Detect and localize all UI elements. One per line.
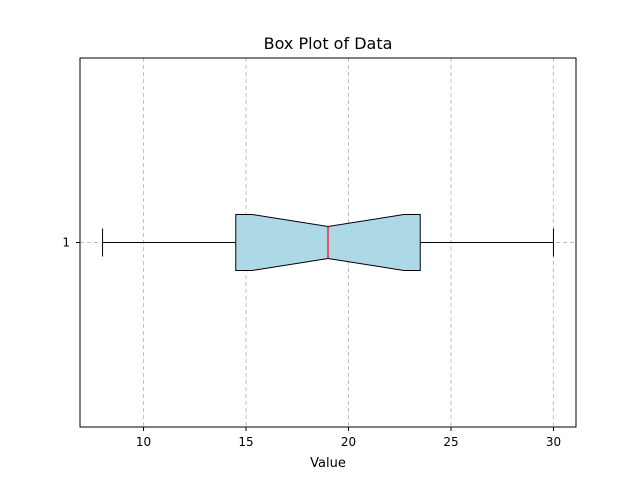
- x-axis-ticks: 10 15 20 25 30: [136, 427, 561, 449]
- chart-title: Box Plot of Data: [264, 34, 393, 53]
- y-axis-ticks: 1: [62, 236, 80, 250]
- x-tick-label: 15: [238, 435, 253, 449]
- x-tick-label: 25: [443, 435, 458, 449]
- y-tick-label: 1: [62, 236, 70, 250]
- x-axis-label: Value: [310, 456, 346, 471]
- x-tick-label: 30: [546, 435, 561, 449]
- x-tick-label: 10: [136, 435, 151, 449]
- x-tick-label: 20: [341, 435, 356, 449]
- box-series: [102, 214, 554, 271]
